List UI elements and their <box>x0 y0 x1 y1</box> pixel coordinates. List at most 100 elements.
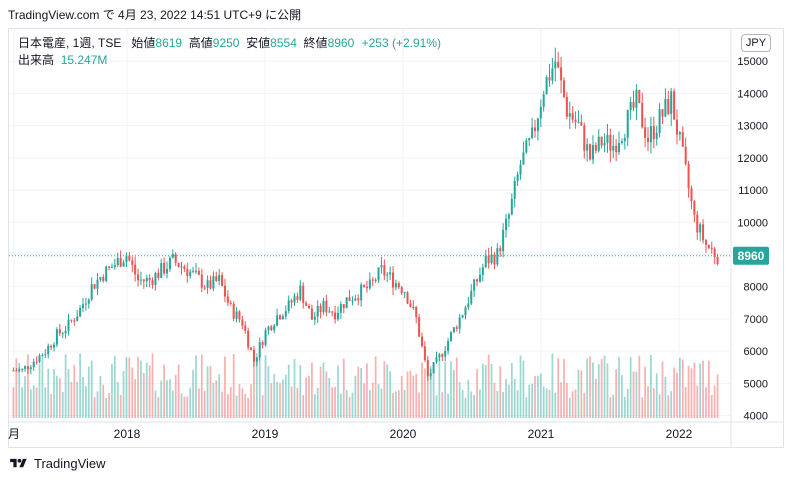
symbol-line[interactable]: 日本電産, 1週, TSE <box>18 36 122 50</box>
volume-bar <box>18 362 21 418</box>
candle-body <box>673 91 676 120</box>
volume-bar <box>32 385 35 418</box>
candle-body <box>339 304 342 313</box>
candle-body <box>476 279 479 282</box>
candle-body <box>270 326 273 331</box>
volume-bar <box>273 374 276 418</box>
candle-body <box>438 354 441 358</box>
volume-bar <box>198 388 200 418</box>
volume-bar <box>554 392 557 418</box>
candle-body <box>53 344 56 348</box>
volume-bar <box>464 397 467 418</box>
brand-name: TradingView <box>34 456 106 471</box>
volume-bar <box>450 361 452 418</box>
tradingview-brand[interactable]: TradingView <box>8 456 106 471</box>
candle-body <box>661 109 664 117</box>
candle-body <box>423 346 426 361</box>
volume-bar <box>64 354 67 418</box>
volume-bar <box>539 373 542 418</box>
volume-bar <box>594 378 597 418</box>
candle-body <box>154 272 157 286</box>
volume-bar <box>151 353 154 418</box>
volume-bar <box>571 391 574 418</box>
candle-body <box>487 255 490 264</box>
volume-bar <box>368 390 371 418</box>
candle-body <box>313 316 316 320</box>
volume-bar <box>96 391 99 418</box>
candle-body <box>383 265 386 276</box>
candle-body <box>533 127 537 131</box>
candle-body <box>183 266 186 269</box>
volume-bar <box>264 355 267 418</box>
candle-body <box>716 257 719 265</box>
currency-button[interactable]: JPY <box>741 34 771 52</box>
volume-bar <box>644 366 646 418</box>
volume-bar <box>670 391 673 418</box>
candle-body <box>122 262 125 267</box>
volume-bar <box>461 389 464 418</box>
candle-body <box>290 300 293 303</box>
candle-body <box>174 254 177 263</box>
volume-bar <box>348 396 351 418</box>
volume-bar <box>148 365 151 418</box>
candle-body <box>363 284 366 287</box>
volume-bar <box>244 393 247 418</box>
volume-bar <box>589 356 591 418</box>
candle-body <box>551 68 554 81</box>
candle-body <box>84 303 87 305</box>
candle-body <box>620 141 623 143</box>
volume-bar <box>566 383 568 418</box>
volume-bar <box>441 391 444 418</box>
volume-bar <box>551 353 554 418</box>
volume-bar <box>334 386 336 418</box>
candle-body <box>371 279 374 281</box>
volume-bar <box>137 356 139 418</box>
volume-bar <box>67 369 70 418</box>
volume-bar <box>635 371 638 418</box>
volume-bar <box>82 376 84 418</box>
candle-body <box>557 61 560 68</box>
volume-bar <box>131 367 134 418</box>
volume-bar <box>563 358 565 418</box>
volume-bar <box>209 366 212 418</box>
volume-bar <box>340 393 342 418</box>
x-tick-label: 月 <box>8 427 20 441</box>
change-value: +253 (+2.91%) <box>361 36 441 50</box>
volume-bar <box>676 372 678 418</box>
volume-bar <box>76 381 79 418</box>
volume-bar <box>331 387 334 418</box>
volume-bar <box>453 370 455 418</box>
volume-bar <box>154 390 157 418</box>
candle-body <box>276 315 279 326</box>
candle-body <box>397 283 400 288</box>
volume-bar <box>603 355 606 418</box>
volume-bar <box>421 362 423 418</box>
y-tick-label: 11000 <box>738 185 768 197</box>
volume-bar <box>189 387 192 418</box>
volume-bar <box>467 379 470 418</box>
x-tick-label: 2021 <box>528 427 555 441</box>
candle-body <box>481 267 484 275</box>
volume-bar <box>545 388 548 418</box>
candle-body <box>299 285 302 300</box>
legend-volume-row: 出来高 15.247M <box>18 52 441 68</box>
volume-bar <box>296 387 299 418</box>
candle-body <box>223 285 226 297</box>
volume-bar <box>247 397 250 418</box>
volume-bar <box>299 365 302 418</box>
volume-bar <box>235 395 238 418</box>
candle-body <box>403 292 406 294</box>
volume-bar <box>12 387 15 418</box>
candle-body <box>212 276 215 289</box>
x-tick-label: 2019 <box>252 427 279 441</box>
volume-bar <box>473 394 476 418</box>
volume-bar <box>710 394 713 418</box>
candle-body <box>667 98 670 114</box>
volume-bar <box>218 374 221 418</box>
candle-body <box>58 329 61 334</box>
candle-body <box>707 244 710 248</box>
candle-body <box>29 367 32 370</box>
legend-ohlc-row: 日本電産, 1週, TSE 始値8619 高値9250 安値8554 終値896… <box>18 35 441 51</box>
volume-bar <box>583 392 586 418</box>
